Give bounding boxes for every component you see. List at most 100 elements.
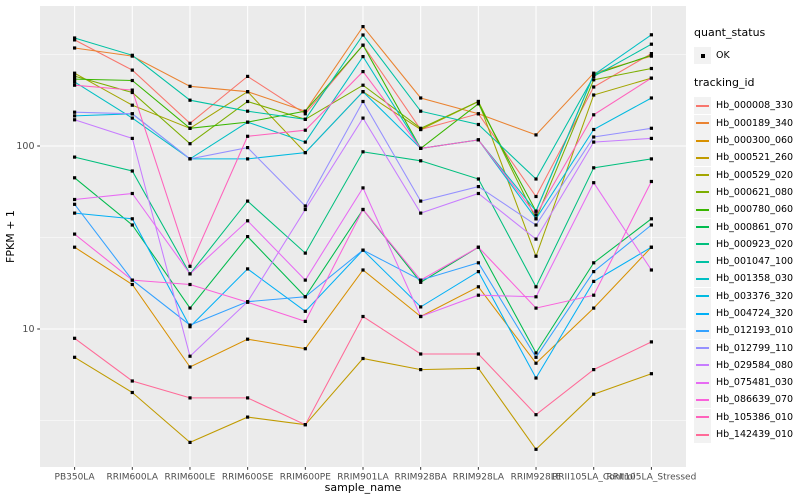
data-point [419,126,423,130]
data-point [246,415,250,419]
legend-key-swatch [694,287,711,305]
data-point [534,361,538,365]
data-point [592,127,596,132]
data-point [246,235,250,239]
data-point [303,140,307,144]
data-point [303,423,307,427]
legend-line-icon [696,122,709,125]
data-point [130,169,134,173]
data-point [303,309,307,313]
data-point [534,413,538,417]
data-point [246,134,250,138]
x-tick-label: RRIM600LA [107,473,159,483]
data-point [130,217,134,221]
data-point [73,155,77,159]
data-point [649,126,653,130]
data-point [73,245,77,249]
data-point [303,109,307,113]
legend-line-icon [696,347,709,350]
data-point [303,207,307,212]
data-point [476,138,480,142]
data-point [649,96,653,100]
legend-item-Hb_086639_070: Hb_086639_070 [694,391,798,409]
data-point [476,245,480,249]
legend-line-icon [696,277,709,280]
legend-key-swatch [694,270,711,288]
x-tick-label: PB350LA [55,473,96,483]
data-point [476,112,480,116]
legend-key-swatch [694,235,711,253]
data-point [246,300,250,304]
data-point [592,74,596,78]
legend-key-swatch [694,183,711,201]
legend-label: Hb_003376_320 [716,290,794,302]
data-point [649,157,653,161]
data-point [188,272,192,276]
data-point [361,70,365,74]
legend-label: Hb_000521_260 [716,152,794,164]
data-point [130,282,134,287]
data-point [476,261,480,265]
data-point [73,355,77,359]
legend-item-Hb_000529_020: Hb_000529_020 [694,166,798,184]
data-point [476,352,480,356]
x-tick-label: RRIM928BA [394,473,447,483]
legend-line-icon [696,104,709,107]
legend-label-ok: OK [716,50,730,62]
data-point [303,319,307,323]
data-point [246,337,250,341]
x-tick-label: RRIM600SE [222,473,274,483]
data-point [592,261,596,265]
data-point [419,96,423,100]
legend-title-quant-status: quant_status [694,26,766,39]
data-point [419,146,423,150]
legend-item-Hb_029584_080: Hb_029584_080 [694,356,798,374]
data-point [419,199,423,203]
legend-label: Hb_105386_010 [716,411,794,423]
data-point [73,46,77,50]
data-point [592,368,596,372]
data-point [476,293,480,297]
legend-label: Hb_086639_070 [716,394,794,406]
x-tick-label: RRIM928LE [511,473,562,483]
legend-label: Hb_000008_330 [716,100,794,112]
data-point [419,305,423,309]
data-point [130,223,134,227]
data-point [303,117,307,121]
data-point [649,136,653,140]
data-point [73,83,77,87]
data-point [246,74,250,78]
legend-item-Hb_003376_320: Hb_003376_320 [694,287,798,305]
data-point [592,73,596,77]
data-point [130,90,134,95]
data-point [246,99,250,104]
data-point [73,74,77,78]
y-tick-label: 100 [16,141,34,152]
x-axis-title: sample_name [325,481,402,494]
data-point [361,90,365,94]
data-point [246,396,250,400]
legend-item-ok: OK [694,47,798,65]
legend-key-swatch [694,149,711,167]
data-point [419,159,423,163]
data-point [188,306,192,310]
data-point [73,110,77,114]
legend-item-Hb_001358_030: Hb_001358_030 [694,270,798,288]
data-point [246,267,250,271]
legend-item-Hb_000923_020: Hb_000923_020 [694,235,798,253]
data-point [303,295,307,299]
data-point [246,90,250,94]
data-point [361,207,365,212]
legend-label: Hb_029584_080 [716,359,794,371]
legend-label: Hb_001047_100 [716,256,794,268]
data-point [649,217,653,221]
data-point [73,202,77,206]
legend-key-swatch [694,218,711,236]
legend-key-ok [694,47,711,65]
data-point [130,278,134,282]
data-point [476,191,480,196]
data-point [361,116,365,120]
data-point [303,112,307,116]
legend-key-swatch [694,305,711,322]
